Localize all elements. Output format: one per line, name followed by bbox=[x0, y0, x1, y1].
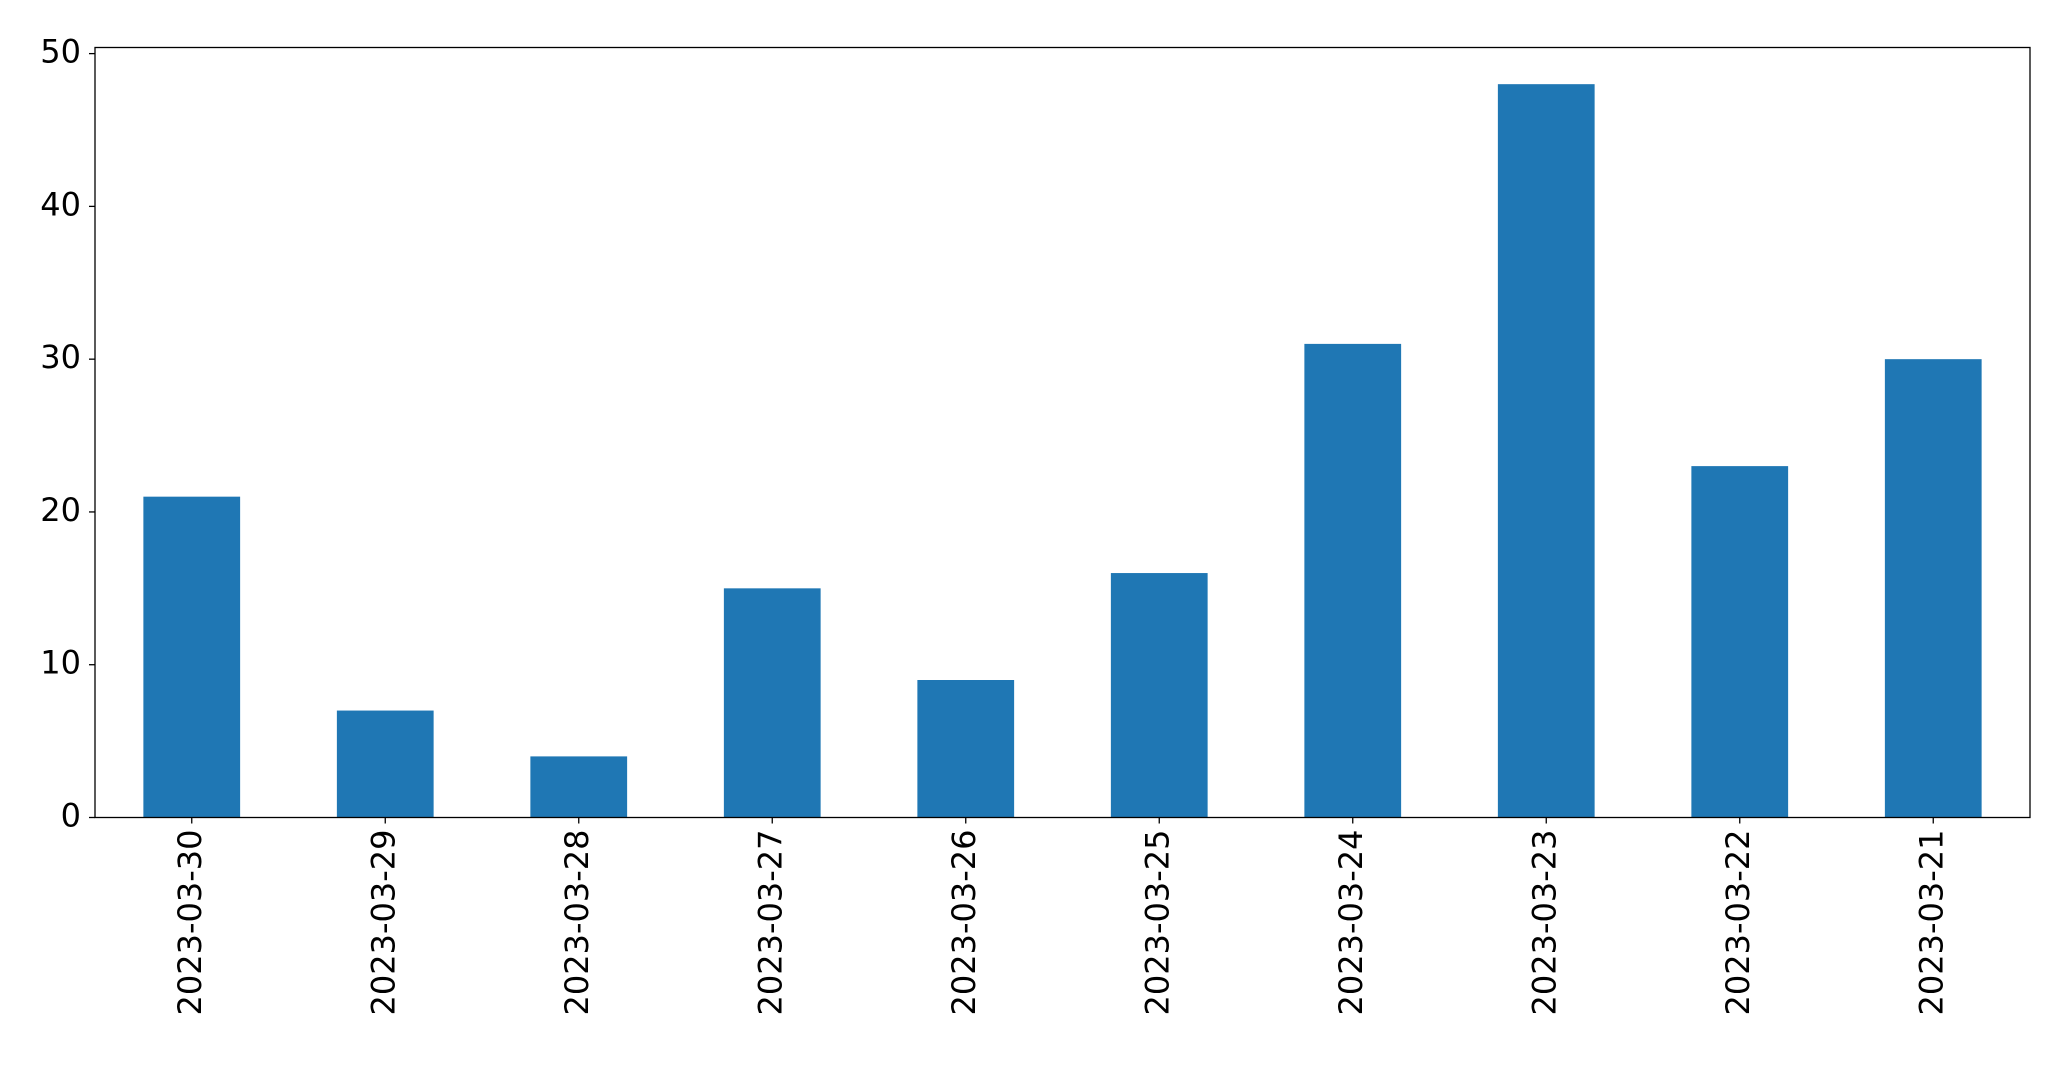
bar bbox=[143, 496, 241, 818]
y-tick-label: 0 bbox=[61, 797, 81, 835]
x-tick-label: 2023-03-28 bbox=[558, 830, 596, 1016]
bar bbox=[723, 588, 821, 818]
x-tick-label: 2023-03-30 bbox=[171, 830, 209, 1016]
x-tick-label: 2023-03-24 bbox=[1332, 830, 1370, 1016]
bar bbox=[1110, 573, 1208, 818]
bar bbox=[917, 680, 1015, 818]
bar bbox=[1884, 359, 1982, 818]
bar bbox=[530, 756, 628, 818]
x-tick-label: 2023-03-27 bbox=[751, 830, 789, 1016]
y-tick-label: 50 bbox=[40, 33, 81, 71]
x-tick-label: 2023-03-26 bbox=[945, 830, 983, 1016]
x-tick-label: 2023-03-21 bbox=[1912, 830, 1950, 1016]
x-tick-label: 2023-03-22 bbox=[1719, 830, 1757, 1016]
y-tick-label: 20 bbox=[40, 491, 81, 529]
bar bbox=[336, 710, 434, 818]
bar bbox=[1304, 343, 1402, 818]
bar bbox=[1497, 84, 1595, 818]
x-tick-label: 2023-03-23 bbox=[1525, 830, 1563, 1016]
y-tick-label: 10 bbox=[40, 644, 81, 682]
y-tick-label: 40 bbox=[40, 185, 81, 223]
x-tick-label: 2023-03-29 bbox=[364, 830, 402, 1016]
x-tick-label: 2023-03-25 bbox=[1138, 830, 1176, 1016]
plot-frame bbox=[94, 46, 2031, 819]
y-tick-label: 30 bbox=[40, 338, 81, 376]
bar bbox=[1691, 466, 1789, 818]
